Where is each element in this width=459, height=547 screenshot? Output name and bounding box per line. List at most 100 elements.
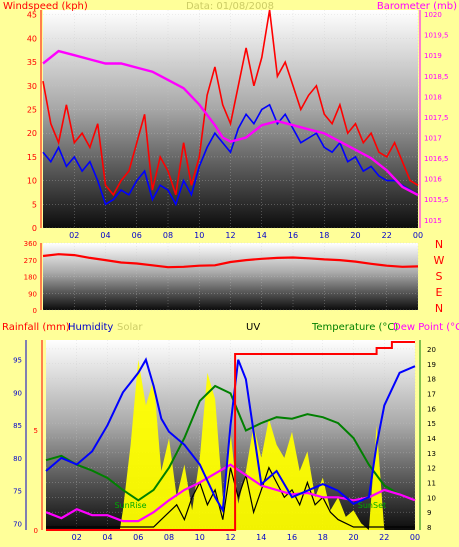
env-x-tick: 08 [164, 533, 174, 542]
env-x-tick: 04 [102, 533, 112, 542]
solar-label: Solar [117, 322, 143, 333]
direction-y-tick: 180 [24, 274, 37, 282]
wind-x-tick: 12 [225, 231, 235, 240]
env-x-tick: 10 [195, 533, 205, 542]
uv-line [46, 466, 415, 528]
temp-y-tick: 15 [427, 420, 436, 428]
wind-x-tick: 18 [319, 231, 329, 240]
temp-y-tick: 9 [427, 509, 431, 517]
compass-label: W [434, 254, 445, 267]
wind-gust-line [42, 9, 419, 197]
rain-y-tick: 0 [34, 527, 38, 535]
direction-y-tick: 90 [28, 290, 37, 298]
dewpoint-label: Dew Point (°C) [393, 322, 459, 333]
wind-x-tick: 22 [382, 231, 392, 240]
humidity-y-tick: 75 [13, 488, 22, 496]
wind-y-tick: 25 [27, 106, 37, 115]
baro-y-tick: 1016,5 [424, 155, 449, 163]
humidity-line [45, 357, 416, 514]
wind-x-tick: 02 [69, 231, 79, 240]
wind-y-tick: 35 [27, 58, 37, 67]
baro-y-tick: 1017,5 [424, 114, 449, 122]
temp-y-tick: 12 [427, 465, 436, 473]
temp-y-tick: 19 [427, 361, 436, 369]
temp-y-tick: 11 [427, 480, 436, 488]
env-x-tick: 18 [318, 533, 328, 542]
temperature-label: Temperature (°C) [311, 322, 398, 333]
wind-x-tick: 16 [288, 231, 298, 240]
wind-axis-label: Windspeed (kph) [3, 1, 88, 12]
temp-y-tick: 16 [427, 405, 436, 413]
wind-y-tick: 40 [27, 34, 37, 43]
humidity-y-tick: 85 [13, 422, 22, 430]
env-x-tick: 00 [410, 533, 420, 542]
baro-y-tick: 1015 [424, 217, 442, 225]
wind-avg-line [42, 103, 419, 207]
env-x-tick: 12 [225, 533, 235, 542]
temp-y-tick: 20 [427, 346, 436, 354]
wind-x-tick: 20 [350, 231, 360, 240]
wind-x-tick: 06 [132, 231, 142, 240]
wind-y-tick: 10 [27, 177, 37, 186]
humidity-y-tick: 70 [13, 520, 22, 528]
solar-area [46, 359, 415, 530]
baro-y-tick: 1015,5 [424, 196, 449, 204]
baro-y-tick: 1016 [424, 176, 442, 184]
temp-y-tick: 10 [427, 494, 436, 502]
env-x-tick: 06 [133, 533, 143, 542]
wind-x-tick: 00 [413, 231, 423, 240]
direction-y-tick: 0 [33, 307, 37, 315]
baro-y-tick: 1019 [424, 52, 442, 60]
direction-y-tick: 360 [24, 240, 37, 248]
env-x-tick: 02 [72, 533, 82, 542]
sunset-label: SunSet [358, 501, 386, 510]
wind-y-tick: 20 [27, 129, 37, 138]
direction-line [42, 253, 419, 269]
compass-label: N [435, 302, 443, 315]
humidity-y-tick: 90 [13, 389, 22, 397]
baro-y-tick: 1017 [424, 135, 442, 143]
uv-label: UV [246, 322, 260, 333]
humidity-y-tick: 95 [13, 357, 22, 365]
wind-x-tick: 10 [194, 231, 204, 240]
wind-y-tick: 5 [32, 200, 37, 209]
env-x-tick: 16 [287, 533, 297, 542]
sunrise-label: SunRise [115, 501, 147, 510]
temp-y-tick: 18 [427, 376, 436, 384]
wind-y-tick: 15 [27, 153, 37, 162]
env-x-tick: 20 [348, 533, 358, 542]
dewpoint-line [45, 463, 416, 523]
rainfall-line [46, 341, 415, 531]
date-label: Data: 01/08/2008 [186, 1, 274, 12]
compass-label: N [435, 238, 443, 251]
wind-y-tick: 0 [32, 224, 37, 233]
env-x-tick: 14 [256, 533, 266, 542]
rainfall-label: Rainfall (mm) [2, 322, 70, 333]
wind-y-tick: 45 [27, 11, 37, 20]
wind-y-tick: 30 [27, 82, 37, 91]
temp-y-tick: 13 [427, 450, 436, 458]
humidity-y-tick: 80 [13, 455, 22, 463]
env-x-tick: 22 [379, 533, 389, 542]
wind-x-tick: 04 [100, 231, 110, 240]
compass-label: S [436, 270, 443, 283]
temp-y-tick: 17 [427, 390, 436, 398]
wind-plot-area [43, 10, 418, 228]
rain-y-tick: 5 [34, 427, 38, 435]
direction-y-tick: 270 [24, 257, 37, 265]
temp-y-tick: 8 [427, 524, 431, 532]
compass-label: E [436, 286, 443, 299]
baro-y-tick: 1019,5 [424, 32, 449, 40]
temperature-line [45, 384, 416, 502]
wind-x-tick: 14 [257, 231, 267, 240]
baro-axis-label: Barometer (mb) [377, 1, 457, 12]
baro-y-tick: 1018,5 [424, 73, 449, 81]
humidity-label: Humidity [68, 322, 113, 333]
barometer-line [42, 49, 419, 197]
wind-x-tick: 08 [163, 231, 173, 240]
temp-y-tick: 14 [427, 435, 436, 443]
baro-y-tick: 1018 [424, 93, 442, 101]
baro-y-tick: 1020 [424, 11, 442, 19]
